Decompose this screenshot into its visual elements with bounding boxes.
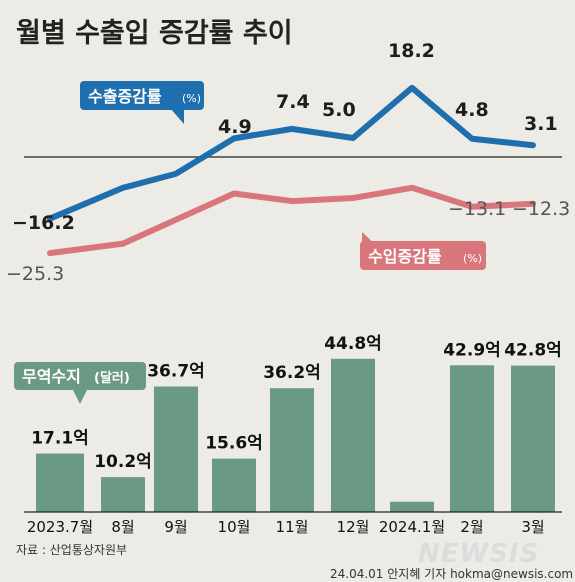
import-value-label: −25.3 xyxy=(6,263,64,285)
x-tick-label: 2월 xyxy=(460,518,483,536)
trade-balance-label: 42.9억 xyxy=(443,340,501,360)
export-legend-label: 수출증감률 xyxy=(88,87,162,106)
export-value-label: 18.2 xyxy=(388,40,435,62)
trade-balance-bar xyxy=(101,477,145,512)
x-tick-label: 9월 xyxy=(164,518,187,536)
trade-legend-unit: (달러) xyxy=(94,370,130,386)
trade-balance-label: 42.8억 xyxy=(504,341,562,361)
trade-balance-bar xyxy=(154,386,198,512)
import-badge-pointer xyxy=(362,232,376,245)
source-text: 자료 : 산업통상자원부 xyxy=(16,543,127,557)
trade-balance-bar xyxy=(331,358,375,512)
export-legend-unit: (%) xyxy=(182,92,201,105)
import-value-label: −12.3 xyxy=(512,198,570,220)
export-value-label: 5.0 xyxy=(322,99,356,121)
export-value-label: 4.9 xyxy=(218,116,252,138)
export-value-label: 3.1 xyxy=(524,113,558,135)
trade-balance-label: 15.6억 xyxy=(205,434,263,454)
x-tick-label: 8월 xyxy=(111,518,134,536)
newsis-logo: NEWSIS xyxy=(418,539,539,569)
trade-legend-badge: 무역수지 (달러) xyxy=(14,362,146,404)
trade-balance-label: 36.7억 xyxy=(147,361,205,381)
trade-balance-label: 17.1억 xyxy=(31,429,89,449)
page-title: 월별 수출입 증감률 추이 xyxy=(16,18,293,49)
export-badge-bg xyxy=(80,81,204,110)
x-tick-label: 10월 xyxy=(218,518,251,536)
export-legend-badge: 수출증감률 (%) xyxy=(80,81,204,124)
trade-badge-pointer xyxy=(72,388,88,404)
trade-balance-bar xyxy=(36,453,84,512)
x-tick-label: 3월 xyxy=(521,518,544,536)
import-legend-label: 수입증감률 xyxy=(368,247,442,266)
trade-balance-bar xyxy=(390,501,434,512)
import-growth-line xyxy=(47,184,536,257)
trade-badge-bg xyxy=(14,362,146,390)
import-legend-unit: (%) xyxy=(463,252,482,265)
trade-balance-label: 10.2억 xyxy=(94,452,152,472)
x-tick-label: 2023.7월 xyxy=(27,518,93,536)
import-value-label: −13.1 xyxy=(448,198,506,220)
trade-balance-bar xyxy=(450,365,494,512)
trade-balance-label: 36.2억 xyxy=(263,363,321,383)
export-value-label: −16.2 xyxy=(12,212,75,234)
export-badge-pointer xyxy=(170,108,184,124)
trade-balance-label: 44.8억 xyxy=(324,334,382,354)
trade-balance-bar xyxy=(270,388,314,512)
x-tick-label: 11월 xyxy=(276,518,309,536)
import-badge-bg xyxy=(360,241,486,270)
trade-balance-bar xyxy=(212,458,256,512)
export-value-label: 7.4 xyxy=(276,91,310,113)
trade-balance-bar xyxy=(511,365,555,512)
import-legend-badge: 수입증감률 (%) xyxy=(360,232,486,270)
x-tick-label: 2024.1월 xyxy=(379,518,445,536)
x-tick-label: 12월 xyxy=(337,518,370,536)
credit-text: 24.04.01 안지혜 기자 hokma@newsis.com xyxy=(330,567,573,581)
export-value-label: 4.8 xyxy=(455,99,489,121)
export-growth-line xyxy=(47,84,536,222)
trade-legend-label: 무역수지 xyxy=(22,367,81,386)
